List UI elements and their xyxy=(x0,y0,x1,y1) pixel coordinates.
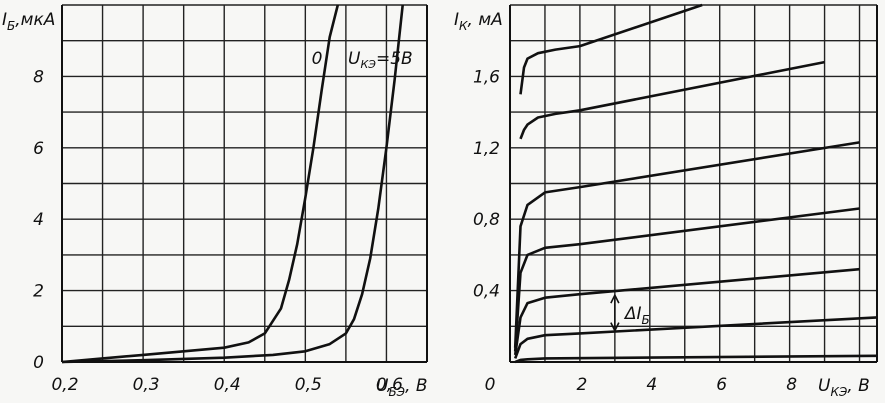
series-line-2 xyxy=(513,267,860,356)
x-axis-title-sub: БЭ xyxy=(388,385,405,399)
delta-label-sub: Б xyxy=(642,313,650,327)
y-tick-label: 1,2 xyxy=(473,139,500,159)
y-axis-title-unit: , мА xyxy=(468,10,503,30)
x-axis-title: UКЭ, В xyxy=(818,376,870,399)
y-axis-title-unit: ,мкА xyxy=(15,10,55,30)
x-tick-label: 0,5 xyxy=(295,375,322,395)
x-tick-label: 0 xyxy=(485,375,496,395)
x-axis-title-main: U xyxy=(376,376,389,396)
series-line-1 xyxy=(513,316,878,359)
curve-label-uke: UКЭ=5В xyxy=(348,49,413,71)
series-line-3 xyxy=(513,207,860,352)
series-line-1 xyxy=(61,4,404,364)
panel-output-characteristics: 0 2 4 6 8 0,4 0,8 1,2 1,6 IК, мА UКЭ, В ΔIБ xyxy=(454,3,878,399)
curve-label-uke-value: =5В xyxy=(376,49,413,69)
x-tick-label: 0,6 xyxy=(376,375,403,395)
y-tick-label: 4 xyxy=(33,210,44,230)
y-tick-label: 0,4 xyxy=(473,282,500,302)
series-line-6 xyxy=(519,3,703,95)
y-tick-label: 2 xyxy=(33,282,44,302)
delta-label-main: ΔI xyxy=(623,304,642,324)
y-axis-title-sub: Б xyxy=(7,19,15,33)
series-line-0 xyxy=(61,4,340,364)
x-tick-label: 2 xyxy=(576,375,587,395)
x-tick-label: 0,3 xyxy=(133,375,160,395)
y-axis-title-main: I xyxy=(2,10,7,30)
x-tick-label: 8 xyxy=(786,375,797,395)
x-axis-title-sub: КЭ xyxy=(830,385,848,399)
series-line-5 xyxy=(519,60,825,140)
x-tick-label: 0,2 xyxy=(51,375,78,395)
series-line-0 xyxy=(514,354,878,364)
y-tick-label: 0,8 xyxy=(473,210,500,230)
x-tick-label: 0,4 xyxy=(214,375,241,395)
x-axis-title-unit: , В xyxy=(405,376,427,396)
curve-label-zero: 0 xyxy=(312,49,323,69)
delta-label: ΔIБ xyxy=(623,304,650,327)
y-tick-label: 1,6 xyxy=(473,67,500,87)
x-axis-title: UБЭ, В xyxy=(376,376,428,399)
y-tick-label: 0 xyxy=(33,353,44,373)
x-axis-title-unit: , В xyxy=(847,376,869,396)
y-axis-title: IБ,мкА xyxy=(2,10,55,33)
y-tick-label: 6 xyxy=(33,139,44,159)
y-axis-title: IК, мА xyxy=(454,10,503,33)
delta-arrow-head-down xyxy=(610,322,620,333)
x-tick-label: 6 xyxy=(716,375,727,395)
y-axis-title-main: I xyxy=(454,10,459,30)
series-line-4 xyxy=(513,141,860,348)
curve-label-uke-main: U xyxy=(348,49,361,69)
x-axis-title-main: U xyxy=(818,376,831,396)
delta-arrow-head-up xyxy=(610,293,620,304)
curve-label-uke-sub: КЭ xyxy=(360,58,376,71)
y-tick-label: 8 xyxy=(33,67,44,87)
x-tick-label: 4 xyxy=(646,375,657,395)
y-axis-title-sub: К xyxy=(459,19,468,33)
